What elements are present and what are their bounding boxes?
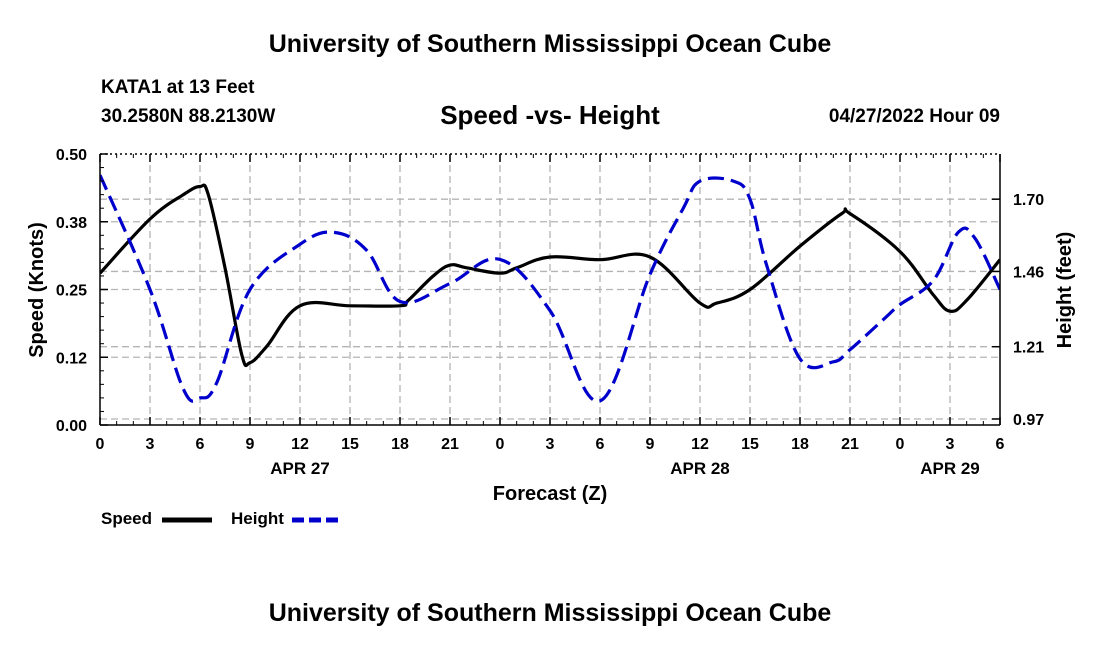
date-label: APR 28 <box>670 459 730 478</box>
x-tick-label: 18 <box>791 436 809 453</box>
date-label: APR 29 <box>920 459 980 478</box>
x-tick-label: 9 <box>246 436 255 453</box>
page-title: University of Southern Mississippi Ocean… <box>268 30 832 58</box>
y2-tick-label: 1.46 <box>1013 264 1044 281</box>
tick-layer: 0 3 6 9 12 15 18 21 0 3 6 9 12 15 18 21 0 3 6 APR 27 APR 28 A… <box>56 147 1044 478</box>
grid-layer <box>100 154 1000 425</box>
x-tick-label: 9 <box>646 436 655 453</box>
x-tick-label: 21 <box>841 436 859 453</box>
y2-axis-label: Height (feet) <box>1054 232 1076 349</box>
y-tick-label: 0.38 <box>56 215 87 232</box>
x-tick-label: 15 <box>341 436 359 453</box>
y2-tick-label: 0.97 <box>1013 412 1044 429</box>
station-label: KATA1 at 13 Feet <box>101 77 255 98</box>
x-tick-label: 18 <box>391 436 409 453</box>
x-tick-label: 3 <box>146 436 155 453</box>
coordinates-label: 30.2580N 88.2130W <box>101 106 276 127</box>
x-tick-label: 0 <box>496 436 505 453</box>
legend-height-label: Height <box>231 509 284 528</box>
legend-speed-label: Speed <box>101 509 153 528</box>
speed-series-line <box>100 183 1000 368</box>
y-tick-label: 0.25 <box>56 283 87 300</box>
x-tick-label: 12 <box>291 436 309 453</box>
y-tick-label: 0.00 <box>56 418 87 435</box>
chart-title: Speed -vs- Height <box>440 100 660 130</box>
x-tick-label: 15 <box>741 436 759 453</box>
date-label: APR 27 <box>270 459 330 478</box>
y-tick-label: 0.12 <box>56 350 87 367</box>
forecast-datetime: 04/27/2022 Hour 09 <box>828 106 1000 127</box>
x-tick-label: 3 <box>546 436 555 453</box>
series-layer <box>100 174 1000 403</box>
y-axis-label: Speed (Knots) <box>26 222 48 358</box>
y2-tick-label: 1.70 <box>1013 192 1044 209</box>
x-tick-label: 0 <box>96 436 105 453</box>
footer-title: University of Southern Mississippi Ocean… <box>268 599 832 627</box>
x-axis-label: Forecast (Z) <box>493 483 607 505</box>
x-tick-label: 6 <box>596 436 605 453</box>
x-tick-label: 0 <box>896 436 905 453</box>
x-tick-label: 6 <box>196 436 205 453</box>
x-tick-label: 6 <box>996 436 1005 453</box>
y2-tick-label: 1.21 <box>1013 340 1044 357</box>
height-series-line <box>100 174 1000 403</box>
y-tick-label: 0.50 <box>56 147 87 164</box>
x-tick-label: 12 <box>691 436 709 453</box>
x-tick-label: 21 <box>441 436 459 453</box>
x-tick-label: 3 <box>946 436 955 453</box>
